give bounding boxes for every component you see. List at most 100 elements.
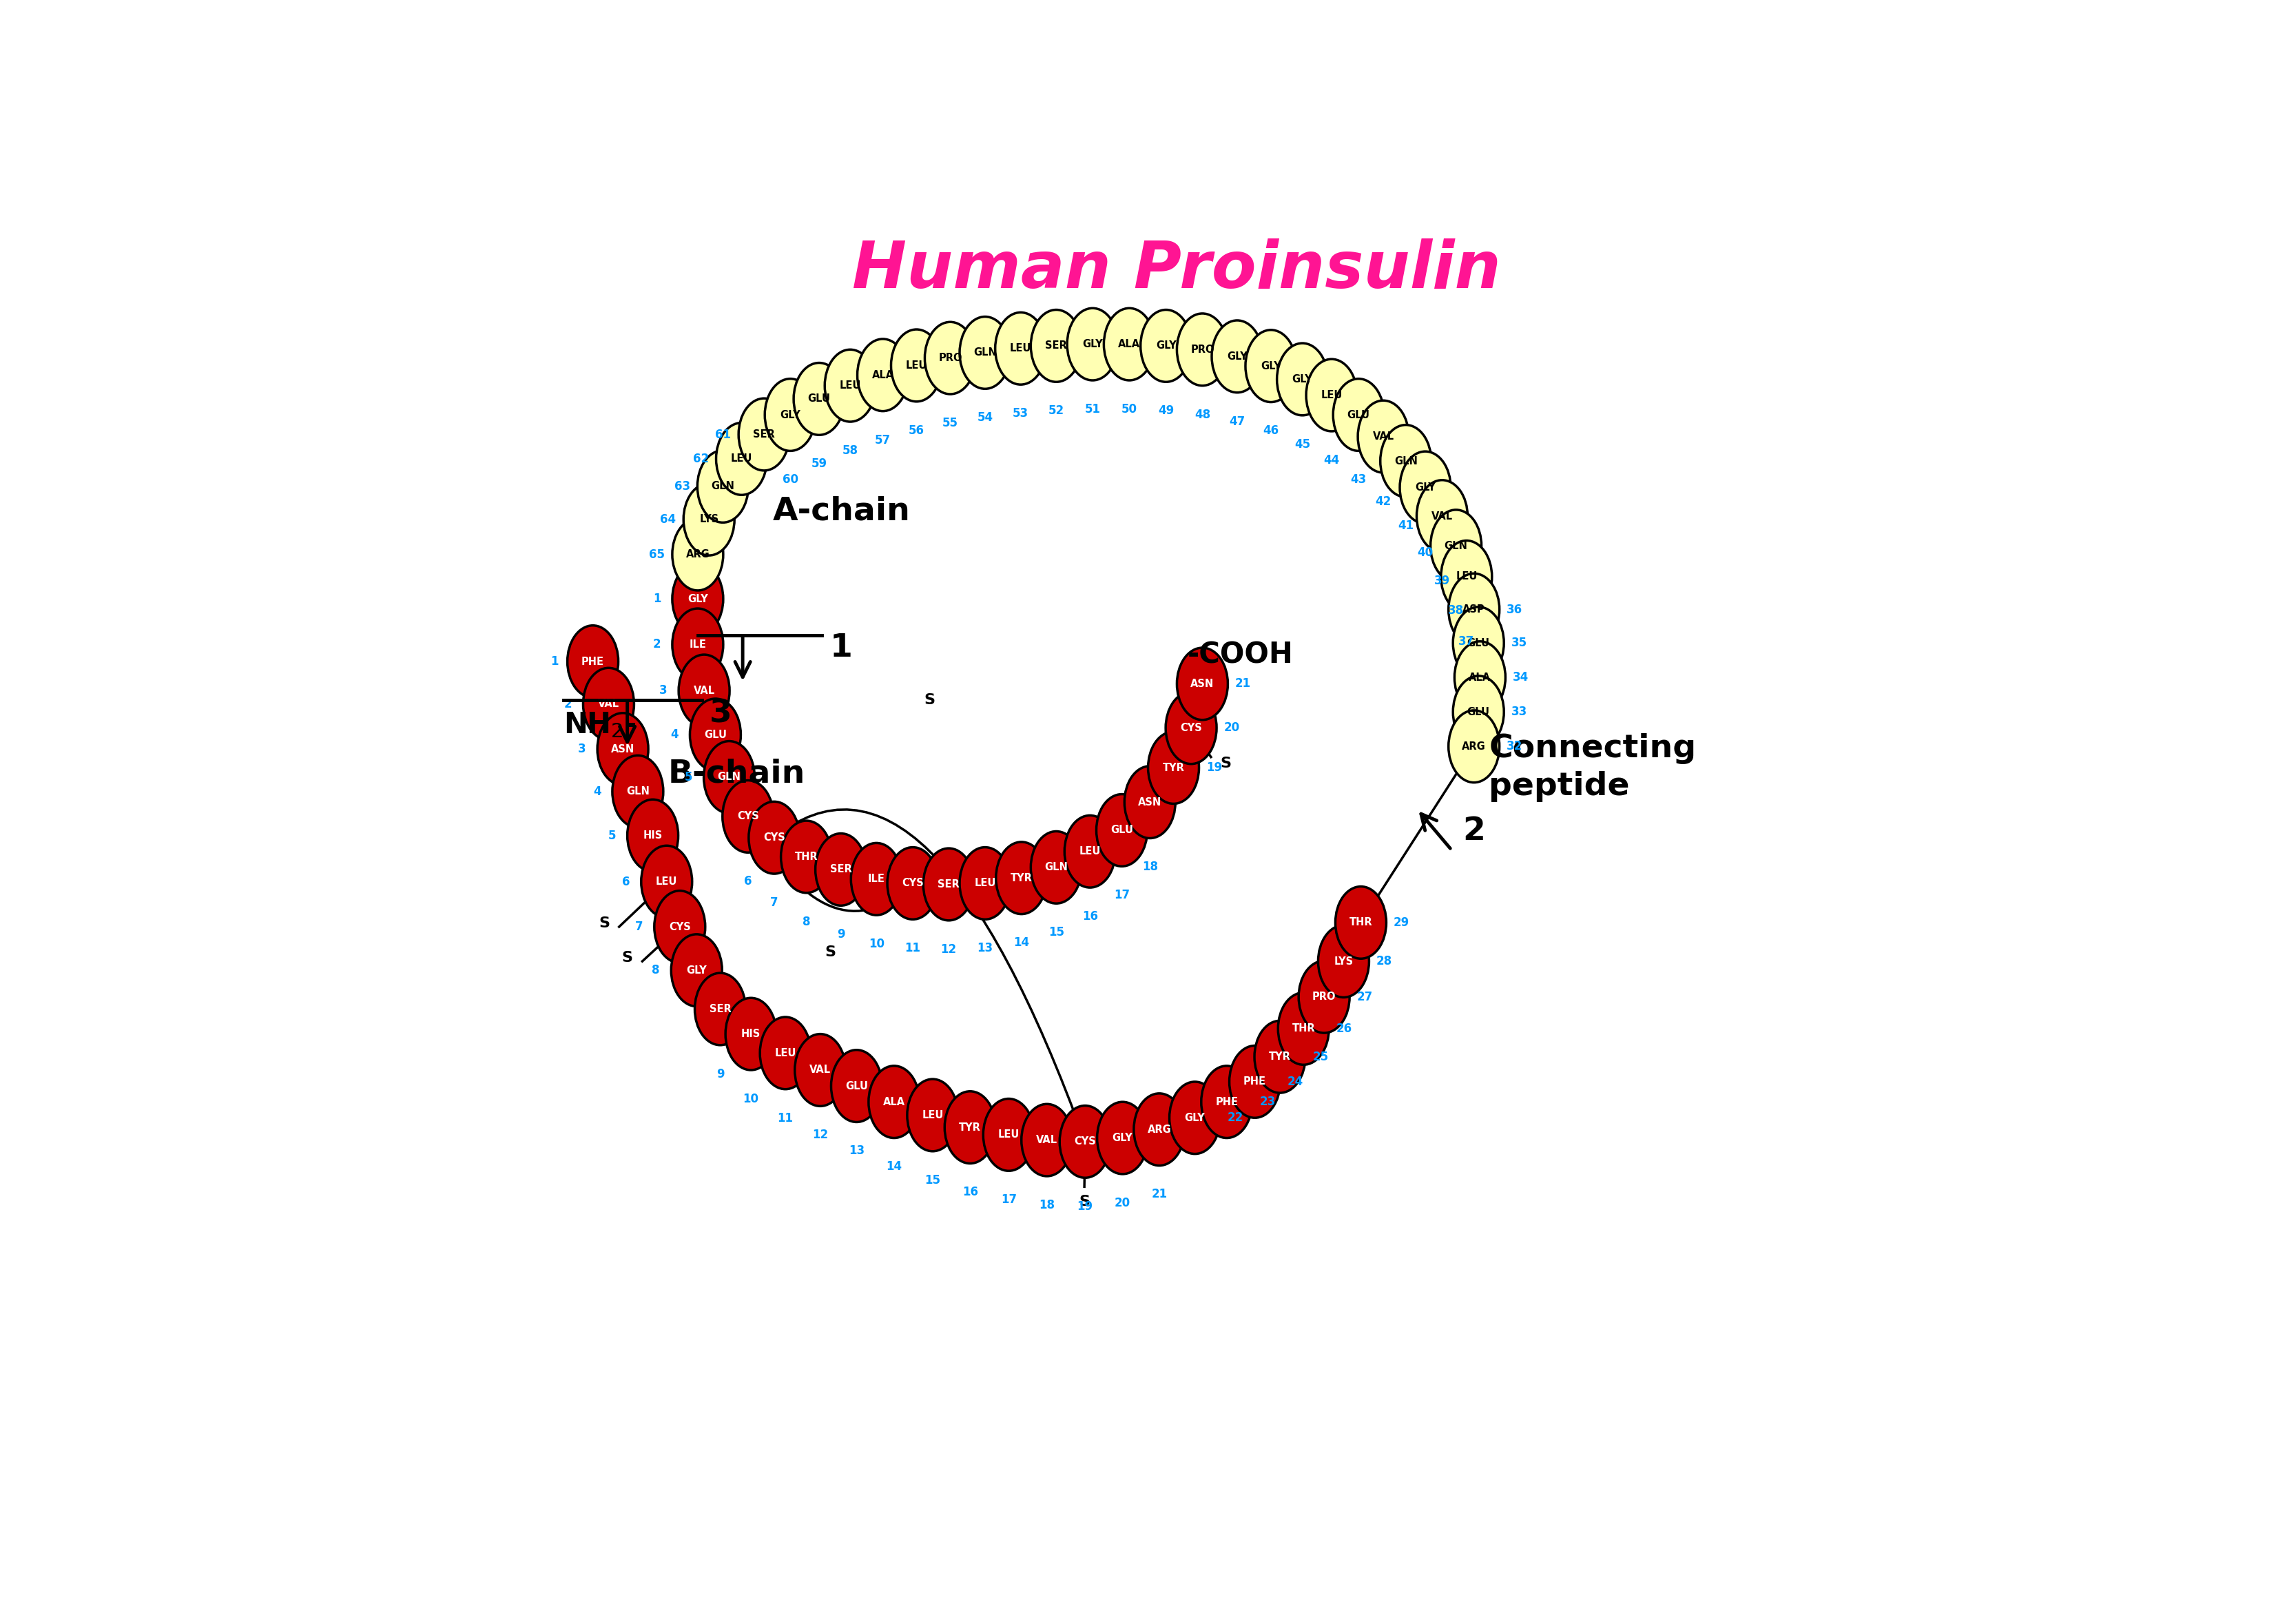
Ellipse shape	[1380, 425, 1430, 496]
Text: 40: 40	[1417, 547, 1433, 558]
Ellipse shape	[1178, 647, 1228, 720]
Ellipse shape	[1097, 795, 1148, 866]
Ellipse shape	[815, 834, 866, 905]
Text: LYS: LYS	[1334, 955, 1352, 967]
Text: LEU: LEU	[774, 1048, 797, 1058]
Text: GLY: GLY	[1261, 360, 1281, 371]
Text: LEU: LEU	[974, 878, 996, 889]
Text: GLN: GLN	[1394, 456, 1417, 466]
Text: 24: 24	[1288, 1075, 1304, 1088]
Text: B-chain: B-chain	[668, 759, 806, 790]
Text: 6: 6	[622, 876, 629, 887]
Ellipse shape	[1244, 329, 1297, 402]
Text: 43: 43	[1350, 474, 1366, 487]
Text: 35: 35	[1511, 637, 1527, 649]
Ellipse shape	[1065, 816, 1116, 887]
Text: 3: 3	[659, 684, 668, 697]
Text: CYS: CYS	[1075, 1137, 1095, 1147]
Text: GLN: GLN	[719, 772, 742, 782]
Ellipse shape	[1279, 993, 1329, 1064]
Ellipse shape	[1169, 1082, 1221, 1153]
Text: 9: 9	[836, 928, 845, 941]
Text: 11: 11	[905, 942, 921, 954]
Text: 48: 48	[1194, 409, 1210, 420]
Text: S: S	[824, 946, 836, 959]
Ellipse shape	[739, 399, 790, 470]
Text: GLU: GLU	[808, 394, 831, 404]
Text: GLU: GLU	[1467, 707, 1490, 717]
Ellipse shape	[1334, 380, 1384, 451]
Text: VAL: VAL	[1430, 511, 1453, 521]
Ellipse shape	[641, 845, 691, 918]
Ellipse shape	[1201, 1066, 1251, 1139]
Text: 59: 59	[810, 457, 827, 470]
Text: GLY: GLY	[1081, 339, 1102, 349]
Text: 23: 23	[1261, 1096, 1277, 1108]
Text: 21: 21	[1235, 678, 1251, 689]
Ellipse shape	[1318, 925, 1368, 998]
Text: GLU: GLU	[1348, 410, 1371, 420]
Text: 61: 61	[716, 428, 730, 441]
Text: LEU: LEU	[840, 381, 861, 391]
Text: PHE: PHE	[581, 657, 604, 667]
Text: 46: 46	[1263, 425, 1279, 438]
Text: 33: 33	[1511, 706, 1527, 719]
Text: PRO: PRO	[939, 354, 962, 363]
Text: VAL: VAL	[597, 699, 620, 709]
Ellipse shape	[1401, 451, 1451, 524]
Ellipse shape	[1430, 509, 1481, 582]
Ellipse shape	[1148, 732, 1199, 805]
Ellipse shape	[996, 842, 1047, 915]
Text: LEU: LEU	[905, 360, 928, 371]
Text: 57: 57	[875, 433, 891, 446]
Ellipse shape	[1104, 308, 1155, 380]
Text: 42: 42	[1375, 495, 1391, 508]
Text: LEU: LEU	[1079, 847, 1100, 856]
Text: 17: 17	[1114, 889, 1130, 902]
Text: 22: 22	[1228, 1111, 1244, 1124]
Text: PRO: PRO	[1313, 991, 1336, 1002]
Text: 19: 19	[1077, 1200, 1093, 1213]
Text: 26: 26	[1336, 1022, 1352, 1035]
Text: LEU: LEU	[1456, 571, 1476, 582]
Ellipse shape	[925, 323, 976, 394]
Text: Connecting
peptide: Connecting peptide	[1488, 733, 1697, 803]
Text: 14: 14	[1013, 938, 1029, 949]
Text: 15: 15	[1049, 926, 1063, 939]
Text: 25: 25	[1313, 1051, 1329, 1062]
Text: 18: 18	[1141, 861, 1157, 873]
Text: SER: SER	[937, 879, 960, 889]
Text: 12: 12	[941, 942, 957, 955]
Ellipse shape	[673, 563, 723, 634]
Text: 8: 8	[801, 915, 810, 928]
Text: ARG: ARG	[687, 550, 709, 560]
Ellipse shape	[868, 1066, 918, 1139]
Ellipse shape	[960, 847, 1010, 920]
Text: 5: 5	[608, 829, 615, 842]
Ellipse shape	[705, 741, 755, 813]
Text: 16: 16	[1081, 910, 1097, 923]
Text: 16: 16	[962, 1186, 978, 1199]
Text: GLY: GLY	[1185, 1113, 1205, 1122]
Text: 52: 52	[1049, 404, 1065, 417]
Ellipse shape	[726, 998, 776, 1071]
Text: GLU: GLU	[1467, 637, 1490, 649]
Text: 51: 51	[1084, 402, 1100, 415]
Ellipse shape	[567, 626, 618, 697]
Text: 14: 14	[886, 1161, 902, 1173]
Text: 6: 6	[744, 876, 751, 887]
Text: ILE: ILE	[868, 874, 884, 884]
Ellipse shape	[716, 423, 767, 495]
Ellipse shape	[1453, 641, 1506, 714]
Ellipse shape	[673, 519, 723, 590]
Text: LEU: LEU	[1320, 389, 1343, 401]
Ellipse shape	[1357, 401, 1410, 472]
Text: S: S	[923, 694, 934, 707]
Text: GLY: GLY	[1155, 341, 1176, 350]
Text: 64: 64	[661, 513, 677, 526]
Text: VAL: VAL	[810, 1066, 831, 1075]
Text: 15: 15	[925, 1174, 941, 1186]
Ellipse shape	[680, 655, 730, 727]
Ellipse shape	[944, 1092, 996, 1163]
Text: CYS: CYS	[762, 832, 785, 843]
